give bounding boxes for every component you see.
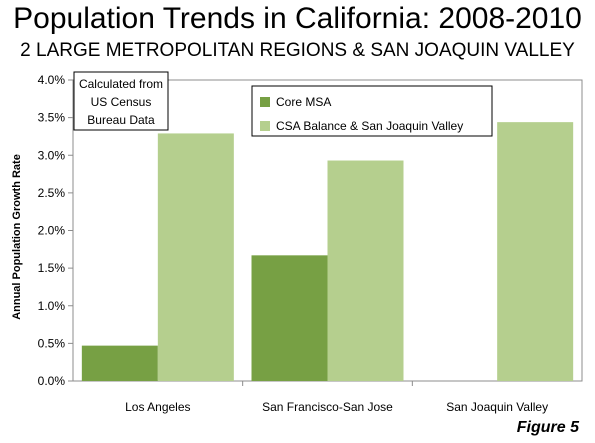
figure-label: Figure 5 [516, 419, 579, 436]
x-category-label: San Joaquin Valley [446, 400, 548, 414]
source-note-text: Calculated from [79, 77, 163, 91]
x-category-label: Los Angeles [125, 400, 190, 414]
bar [251, 255, 328, 381]
y-tick-label: 1.0% [38, 299, 66, 313]
y-tick-label: 2.0% [38, 224, 66, 238]
y-axis-label: Annual Population Growth Rate [11, 154, 23, 320]
y-tick-label: 0.5% [38, 336, 66, 350]
source-note: Calculated from US Census Bureau Data [73, 71, 169, 131]
y-tick-label: 4.0% [38, 73, 66, 87]
legend-box [251, 85, 493, 137]
legend-label: CSA Balance & San Joaquin Valley [276, 119, 463, 133]
chart-subtitle: 2 LARGE METROPOLITAN REGIONS & SAN JOAQU… [20, 40, 575, 61]
chart-title: Population Trends in California: 2008-20… [13, 2, 582, 35]
bar [157, 133, 234, 381]
bar [497, 122, 574, 381]
y-tick-label: 1.5% [38, 261, 66, 275]
source-note-text: Bureau Data [87, 113, 155, 127]
legend-label: Core MSA [276, 95, 331, 109]
bar [327, 160, 404, 381]
y-tick-label: 3.5% [38, 111, 66, 125]
source-note-box [73, 71, 169, 131]
x-category-label: San Francisco-San Jose [262, 400, 393, 414]
y-tick-label: 2.5% [38, 186, 66, 200]
legend-swatch [260, 97, 270, 107]
axes: 0.0% 0.5% 1.0% 1.5% 2.0% 2.5% 3.0% 3.5% 4.0% Los … [38, 73, 548, 414]
bars [81, 122, 574, 381]
y-tick-label: 0.0% [38, 374, 66, 388]
legend: Core MSA CSA Balance & San Joaquin Valley [251, 85, 493, 137]
source-note-text: US Census [91, 95, 152, 109]
y-tick-label: 3.0% [38, 148, 66, 162]
bar [81, 345, 158, 381]
legend-swatch [260, 121, 270, 131]
